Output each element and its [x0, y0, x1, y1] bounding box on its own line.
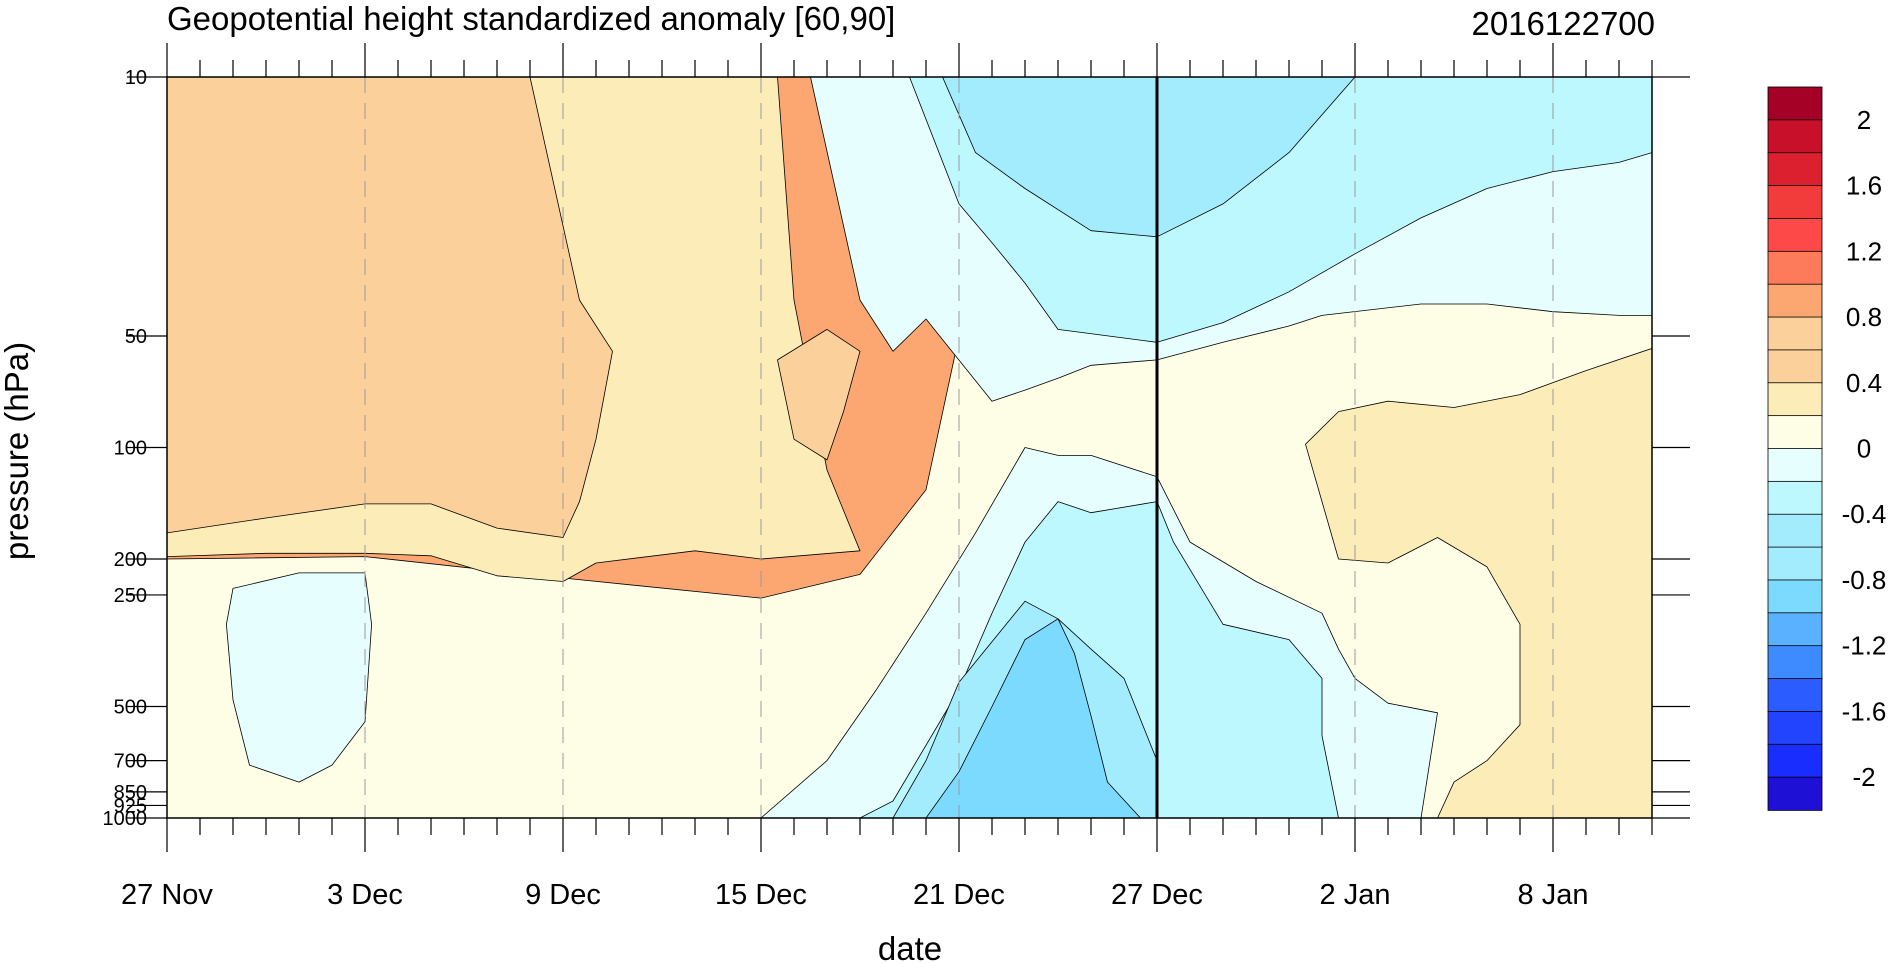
contour-region-5 — [1305, 347, 1652, 818]
colorbar-swatch — [1767, 218, 1823, 253]
colorbar-swatch — [1767, 86, 1823, 121]
colorbar-swatch — [1767, 711, 1823, 746]
colorbar-label: 0.8 — [1846, 302, 1882, 332]
contour-fill-layer — [167, 77, 1652, 818]
x-tick-label-2-Jan: 2 Jan — [1320, 879, 1391, 911]
colorbar-swatch — [1767, 250, 1823, 285]
y-axis-label: pressure (hPa) — [0, 342, 35, 560]
colorbar-swatch — [1767, 645, 1823, 680]
contour-region-3 — [777, 328, 861, 461]
colorbar-swatch — [1767, 185, 1823, 220]
y-tick-label-850: 850 — [114, 782, 147, 804]
y-tick-label-925: 925 — [114, 795, 147, 817]
colorbar-swatch — [1767, 513, 1823, 548]
y-tick-label-500: 500 — [114, 696, 147, 718]
y-tick-label-200: 200 — [114, 549, 147, 571]
colorbar-swatch — [1767, 546, 1823, 581]
colorbar-swatch — [1767, 612, 1823, 647]
x-tick-label-3-Dec: 3 Dec — [327, 879, 403, 911]
chart-title: Geopotential height standardized anomaly… — [167, 0, 895, 37]
colorbar-label: -2 — [1852, 762, 1875, 792]
colorbar: 2 1.6 1.2 0.8 0.4 0 -0.4 -0.8 -1.2 -1.6 -2 — [1767, 86, 1887, 811]
colorbar-swatch — [1767, 579, 1823, 614]
colorbar-swatch — [1767, 119, 1823, 154]
contour-region-13 — [925, 618, 1141, 818]
y-tick-label-250: 250 — [114, 585, 147, 607]
colorbar-swatch — [1767, 152, 1823, 187]
colorbar-label: 1.2 — [1846, 236, 1882, 266]
x-tick-label-8-Jan: 8 Jan — [1518, 879, 1589, 911]
x-tick-label-27-Nov: 27 Nov — [121, 879, 213, 911]
contour-region-2 — [167, 77, 613, 538]
colorbar-swatch — [1767, 316, 1823, 351]
x-tick-label-27-Dec: 27 Dec — [1111, 879, 1203, 911]
y-tick-label-50: 50 — [125, 326, 147, 348]
colorbar-label: -1.6 — [1842, 696, 1887, 726]
colorbar-swatch — [1767, 480, 1823, 516]
colorbar-swatch — [1767, 283, 1823, 318]
colorbar-swatch — [1767, 743, 1823, 778]
colorbar-label: -0.4 — [1842, 499, 1887, 529]
colorbar-swatch — [1767, 349, 1823, 384]
colorbar-swatch — [1767, 415, 1823, 450]
contour-region-8 — [225, 572, 373, 783]
colorbar-swatch — [1767, 776, 1823, 811]
date-gridlines — [364, 77, 1554, 818]
run-date-label: 2016122700 — [1471, 5, 1655, 42]
colorbar-label: -0.8 — [1842, 565, 1887, 595]
y-tick-label-10: 10 — [125, 67, 147, 89]
colorbar-swatch — [1767, 448, 1823, 483]
colorbar-swatch — [1767, 678, 1823, 713]
x-tick-label-9-Dec: 9 Dec — [525, 879, 601, 911]
colorbar-label: 1.6 — [1846, 171, 1882, 201]
colorbar-label: 0 — [1857, 434, 1871, 464]
colorbar-label: 2 — [1857, 105, 1871, 135]
x-tick-label-21-Dec: 21 Dec — [913, 879, 1005, 911]
x-axis: 27 Nov 3 Dec 9 Dec 15 Dec 21 Dec 27 Dec 2 Jan 8… — [121, 43, 1653, 911]
y-tick-label-100: 100 — [114, 438, 147, 460]
y-tick-label-1000: 1000 — [103, 808, 148, 830]
y-tick-label-700: 700 — [114, 751, 147, 773]
colorbar-label: 0.4 — [1846, 368, 1882, 398]
colorbar-label: -1.2 — [1842, 631, 1887, 661]
colorbar-swatch — [1767, 382, 1823, 417]
x-axis-label: date — [878, 930, 942, 963]
x-tick-label-15-Dec: 15 Dec — [715, 879, 807, 911]
